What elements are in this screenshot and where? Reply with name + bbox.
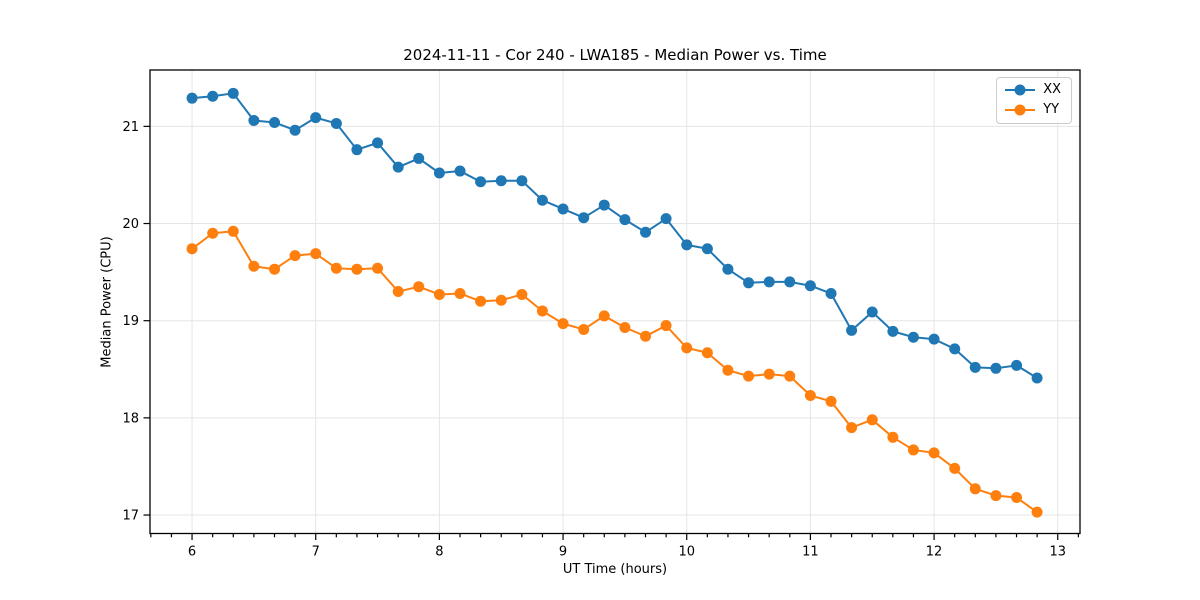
svg-text:9: 9 (559, 545, 567, 560)
svg-text:6: 6 (188, 545, 196, 560)
x-axis-label: UT Time (hours) (562, 562, 668, 577)
chart-title: 2024-11-11 - Cor 240 - LWA185 - Median P… (403, 46, 827, 64)
legend-item-yy: YY (1005, 103, 1061, 117)
legend-line-sample-xx (1005, 84, 1036, 96)
svg-text:13: 13 (1049, 545, 1066, 560)
legend-label-xx: XX (1043, 82, 1061, 97)
svg-text:17: 17 (122, 509, 139, 524)
legend: XX YY (996, 77, 1072, 124)
axis-ticks (143, 125, 1079, 540)
svg-text:10: 10 (678, 545, 695, 560)
legend-item-xx: XX (1005, 83, 1061, 97)
axes-box (149, 69, 1081, 535)
svg-text:19: 19 (122, 314, 139, 329)
svg-text:18: 18 (122, 411, 139, 426)
legend-marker-icon-xx (1014, 84, 1026, 96)
legend-label-yy: YY (1043, 102, 1060, 117)
series-xx (186, 87, 1043, 384)
svg-text:7: 7 (312, 545, 320, 560)
svg-text:8: 8 (435, 545, 443, 560)
svg-text:20: 20 (122, 217, 139, 232)
gridlines (150, 70, 1080, 534)
legend-marker-icon-yy (1014, 104, 1026, 116)
svg-text:12: 12 (926, 545, 943, 560)
series-yy (186, 225, 1043, 518)
legend-line-sample-yy (1005, 104, 1036, 116)
svg-text:11: 11 (802, 545, 819, 560)
y-axis-label: Median Power (CPU) (99, 236, 115, 368)
tick-labels: 6 7 8 9 10 11 12 13 17 18 19 20 21 (122, 120, 1066, 560)
svg-text:21: 21 (122, 120, 139, 135)
